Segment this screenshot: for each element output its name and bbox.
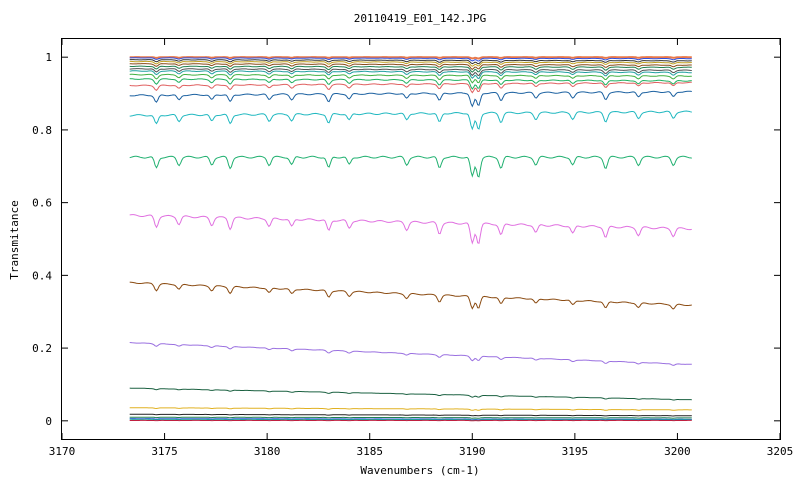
x-tick-label: 3185 — [356, 445, 383, 458]
series-line — [129, 73, 692, 84]
series-line — [129, 90, 692, 108]
series-line — [129, 387, 692, 401]
axis-ticks: 3170 3175 3180 3185 3190 3195 3200 3205 0 0.2 0.4 0… — [32, 39, 793, 458]
y-tick-label: 0.6 — [32, 197, 52, 210]
chart-title: 20110419_E01_142.JPG — [354, 12, 486, 25]
series-line — [129, 68, 692, 77]
y-tick-label: 0.8 — [32, 124, 52, 137]
series-line — [129, 214, 692, 245]
series-line — [129, 342, 692, 366]
y-tick-label: 0.4 — [32, 269, 52, 282]
x-tick-label: 3190 — [459, 445, 486, 458]
series-line — [129, 81, 692, 94]
series-line — [129, 56, 692, 60]
x-axis-label: Wavenumbers (cm-1) — [360, 464, 479, 477]
x-tick-label: 3175 — [151, 445, 178, 458]
series-line — [129, 63, 692, 71]
plot-frame — [61, 38, 781, 440]
series-line — [129, 70, 692, 80]
series-line — [129, 416, 692, 419]
series-line — [129, 110, 692, 131]
series-group — [129, 56, 692, 422]
series-line — [129, 413, 692, 417]
y-tick-label: 0.2 — [32, 342, 52, 355]
series-line — [129, 78, 692, 90]
x-tick-label: 3195 — [562, 445, 589, 458]
x-tick-label: 3205 — [767, 445, 794, 458]
series-line — [129, 59, 692, 65]
y-tick-label: 1 — [45, 51, 52, 64]
series-line — [129, 281, 692, 310]
series-line — [129, 60, 692, 67]
y-axis-label: Transmitance — [8, 200, 21, 279]
series-line — [129, 57, 692, 62]
series-line — [129, 418, 692, 421]
series-line — [129, 155, 692, 178]
y-tick-label: 0 — [45, 415, 52, 428]
series-line — [129, 407, 692, 411]
x-tick-label: 3180 — [254, 445, 281, 458]
series-line — [129, 65, 692, 73]
x-tick-label: 3200 — [664, 445, 691, 458]
x-tick-label: 3170 — [49, 445, 76, 458]
